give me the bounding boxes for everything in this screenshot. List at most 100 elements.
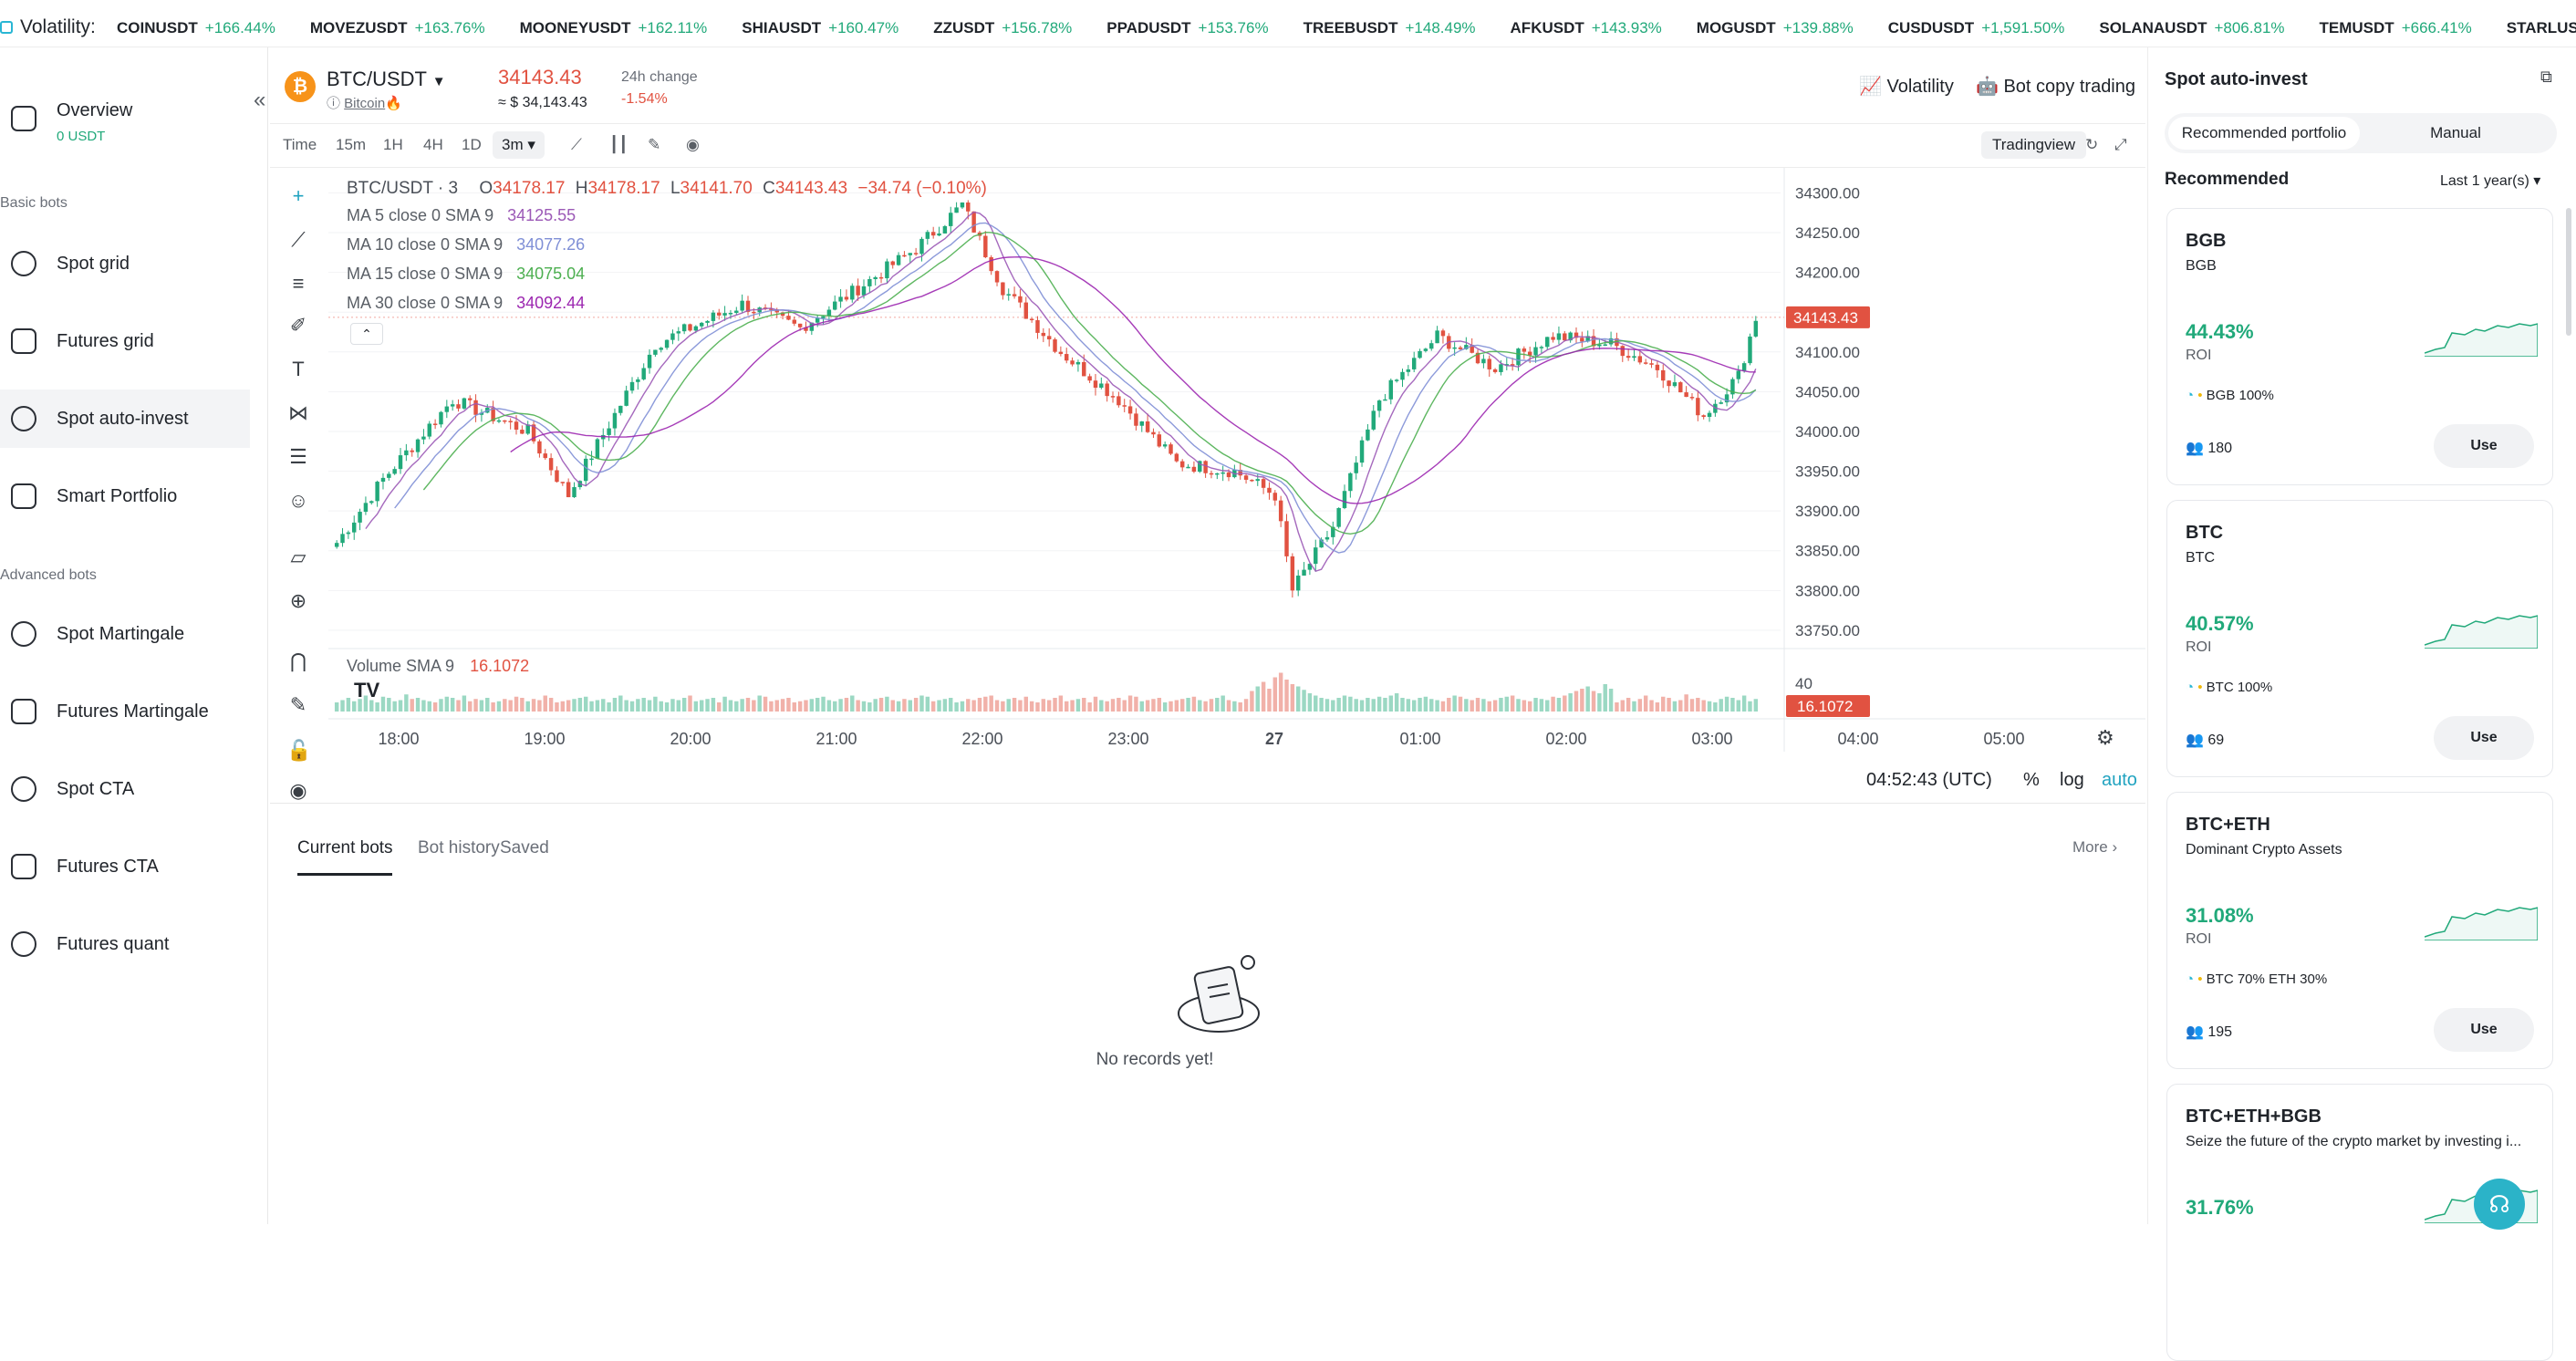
- zoom-in-icon[interactable]: ⊕: [289, 589, 307, 612]
- panel-scrollbar[interactable]: [2566, 208, 2571, 336]
- ruler-icon[interactable]: ▱: [290, 545, 306, 568]
- bot-copy-trading-button[interactable]: 🤖 Bot copy trading: [1976, 77, 2135, 97]
- volume-bar: [1232, 701, 1237, 712]
- volatility-button[interactable]: 📈 Volatility: [1859, 77, 1954, 97]
- toggle-recommended[interactable]: Recommended portfolio: [2168, 117, 2360, 150]
- interval-selected[interactable]: 3m ▾: [493, 131, 545, 159]
- collapse-legend-icon[interactable]: ⌃: [350, 323, 383, 345]
- volume-bar: [491, 702, 495, 712]
- ticker-item[interactable]: CUSDUSDT +1,591.50%: [1888, 0, 2065, 47]
- eye-icon[interactable]: ◉: [289, 779, 307, 802]
- portfolio-card[interactable]: BTC BTC 40.57% ROI ◔ • BTC 100% 👥 69 Use: [2166, 500, 2553, 777]
- trendline-icon[interactable]: ⟋: [291, 228, 306, 251]
- ticker-item[interactable]: ZZUSDT +156.78%: [933, 0, 1072, 47]
- camera-icon[interactable]: ◉: [686, 136, 700, 153]
- candle-body: [1556, 333, 1562, 340]
- candle-body: [1186, 466, 1190, 469]
- emoji-icon[interactable]: ☺: [287, 489, 309, 512]
- ticker-item[interactable]: STARLUSDT+458.50%: [2507, 0, 2576, 47]
- sidebar-item-spot-auto-invest[interactable]: Spot auto-invest: [0, 390, 250, 448]
- sidebar-item-spot-cta[interactable]: Spot CTA: [0, 760, 250, 818]
- candle-body: [1053, 339, 1057, 352]
- ticker-item[interactable]: SOLANAUSDT +806.81%: [2099, 0, 2284, 47]
- text-icon[interactable]: T: [292, 358, 305, 380]
- price-chart[interactable]: 34300.0034250.0034200.0034150.0034100.00…: [270, 168, 2145, 803]
- portfolio-card[interactable]: BGB BGB 44.43% ROI ◔ • BGB 100% 👥 180 Use: [2166, 208, 2553, 485]
- volume-bar: [612, 698, 618, 712]
- candle-body: [410, 450, 414, 452]
- volume-bar: [1058, 695, 1064, 712]
- ticker-item[interactable]: COINUSDT +166.44%: [117, 0, 275, 47]
- auto-scale-button[interactable]: auto: [2102, 770, 2137, 790]
- ticker-item[interactable]: MOGUSDT +139.88%: [1697, 0, 1854, 47]
- ticker-item[interactable]: TREEBUSDT +148.49%: [1304, 0, 1476, 47]
- sidebar-item-futures-quant[interactable]: Futures quant: [0, 915, 250, 973]
- ticker-item[interactable]: TEMUSDT +666.41%: [2320, 0, 2472, 47]
- horizontal-lines-icon[interactable]: ≡: [292, 272, 305, 295]
- settings-gear-icon[interactable]: ⚙: [2096, 726, 2114, 749]
- tradingview-toggle[interactable]: Tradingview: [1981, 131, 2087, 159]
- use-button[interactable]: Use: [2434, 424, 2534, 468]
- y-tick-label: 34100.00: [1795, 344, 1860, 361]
- coin-name[interactable]: ⓘ Bitcoin🔥: [327, 96, 402, 111]
- interval-1h[interactable]: 1H: [383, 136, 403, 153]
- refresh-icon[interactable]: ↻: [2085, 136, 2099, 153]
- y-tick-label: 34000.00: [1795, 423, 1860, 441]
- pattern-icon[interactable]: ⋈: [288, 401, 308, 424]
- volume-bar: [954, 702, 959, 712]
- period-select[interactable]: Last 1 year(s) ▾: [2440, 173, 2541, 189]
- toggle-manual[interactable]: Manual: [2430, 124, 2481, 141]
- brush-icon[interactable]: ✐: [289, 314, 307, 337]
- tab-current-bots[interactable]: Current bots: [297, 838, 393, 857]
- use-button[interactable]: Use: [2434, 716, 2534, 760]
- candle-body: [797, 323, 803, 327]
- magnet-icon[interactable]: ⋂: [289, 649, 307, 672]
- sidebar-item-spot-grid[interactable]: Spot grid: [0, 234, 250, 293]
- y-tick-label: 33950.00: [1795, 463, 1860, 481]
- interval-time[interactable]: Time: [283, 136, 317, 153]
- candle-body: [728, 313, 733, 315]
- ticker-item[interactable]: SHIAUSDT +160.47%: [742, 0, 898, 47]
- interval-1d[interactable]: 1D: [462, 136, 482, 153]
- support-chat-icon[interactable]: ☊: [2474, 1179, 2525, 1230]
- sidebar-item-overview[interactable]: Overview 0 USDT: [0, 84, 250, 157]
- tab-bot-history[interactable]: Bot history: [418, 838, 500, 857]
- interval-4h[interactable]: 4H: [423, 136, 443, 153]
- sidebar-item-smart-portfolio[interactable]: Smart Portfolio: [0, 467, 250, 525]
- x-tick-label: 21:00: [815, 730, 857, 748]
- forecast-icon[interactable]: ☰: [289, 445, 307, 468]
- candlestick-chart[interactable]: 34300.0034250.0034200.0034150.0034100.00…: [270, 168, 2145, 803]
- use-button[interactable]: Use: [2434, 1008, 2534, 1052]
- external-link-icon[interactable]: ⧉: [2540, 68, 2552, 86]
- more-link[interactable]: More ›: [2072, 838, 2118, 856]
- indicator-icon[interactable]: ⟋: [571, 136, 582, 153]
- candle-type-icon[interactable]: ┃┃: [609, 136, 628, 153]
- ma-line: [365, 211, 1757, 573]
- tab-saved[interactable]: Saved: [500, 838, 549, 857]
- candle-body: [1267, 487, 1272, 493]
- sidebar-item-spot-martingale[interactable]: Spot Martingale: [0, 605, 250, 663]
- ticker-item[interactable]: MOVEZUSDT +163.76%: [310, 0, 485, 47]
- ticker-item[interactable]: MOONEYUSDT +162.11%: [520, 0, 708, 47]
- candle-body: [496, 420, 502, 422]
- fullscreen-icon[interactable]: ⤢: [2114, 136, 2127, 153]
- sidebar-item-futures-martingale[interactable]: Futures Martingale: [0, 682, 250, 741]
- sidebar-item-futures-grid[interactable]: Futures grid: [0, 312, 250, 370]
- interval-15m[interactable]: 15m: [336, 136, 367, 153]
- lock-draw-icon[interactable]: ✎: [289, 693, 307, 716]
- log-scale-button[interactable]: log: [2060, 770, 2084, 790]
- ticker-item[interactable]: AFKUSDT +143.93%: [1511, 0, 1662, 47]
- volume-bar: [543, 695, 547, 712]
- candle-body: [670, 333, 675, 340]
- ticker-symbol: AFKUSDT: [1510, 19, 1584, 36]
- lock-icon[interactable]: 🔓: [286, 739, 312, 762]
- pair-selector[interactable]: BTC/USDT ▼: [327, 68, 446, 90]
- sidebar-item-futures-cta[interactable]: Futures CTA: [0, 837, 250, 896]
- percent-scale-button[interactable]: %: [2023, 770, 2040, 790]
- pencil-icon[interactable]: ✎: [648, 136, 661, 153]
- ticker-item[interactable]: PPADUSDT +153.76%: [1106, 0, 1268, 47]
- crosshair-icon[interactable]: +: [292, 184, 305, 207]
- portfolio-card[interactable]: BTC+ETH Dominant Crypto Assets 31.08% ROI ◔ …: [2166, 792, 2553, 1069]
- collapse-sidebar-icon[interactable]: «: [254, 88, 266, 112]
- volume-bar: [1220, 695, 1225, 712]
